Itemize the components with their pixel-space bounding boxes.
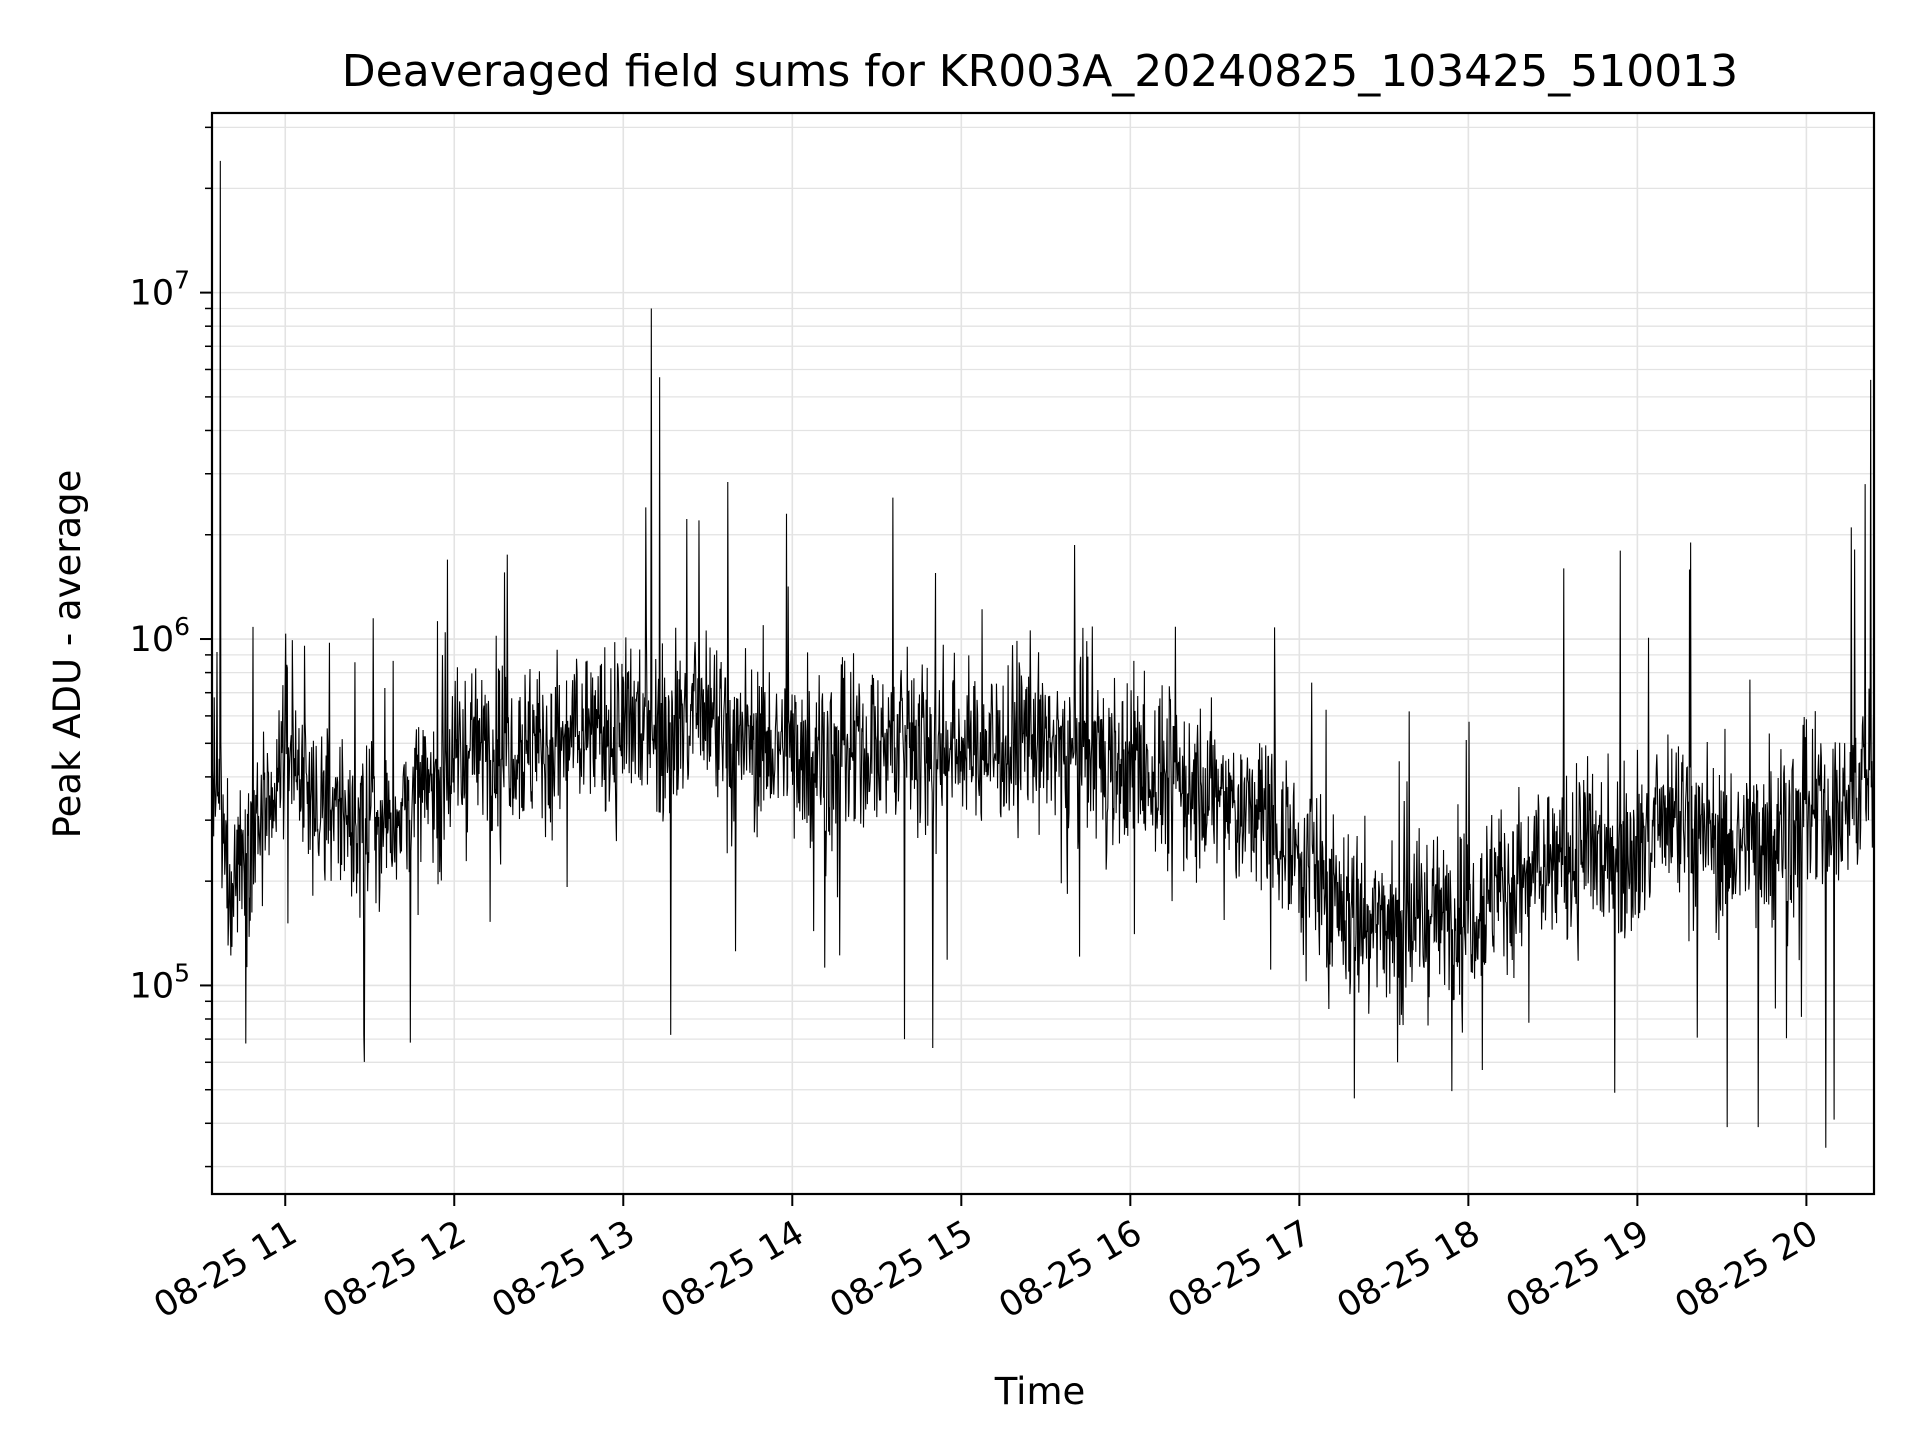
series-layer [211, 160, 1875, 1148]
chart-title: Deaveraged field sums for KR003A_2024082… [342, 46, 1738, 97]
plot-frame [210, 111, 1876, 1196]
y-tick-label: 106 [130, 612, 190, 660]
y-tick-label: 107 [130, 266, 190, 314]
series-line [211, 160, 1875, 1148]
x-axis-label: Time [994, 1370, 1086, 1413]
y-axis-label: Peak ADU - average [46, 470, 89, 839]
y-tick-label: 105 [130, 958, 190, 1006]
